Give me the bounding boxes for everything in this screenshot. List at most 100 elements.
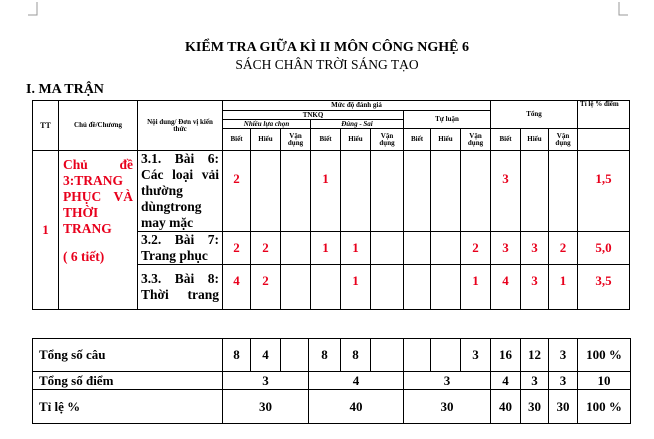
summary-cell: 12 <box>520 338 549 372</box>
summary-row: Tổng số điểm 3 4 3 4 3 3 10 <box>32 371 631 390</box>
count-cell: 1 <box>547 264 579 310</box>
summary-cell <box>403 338 431 372</box>
count-cell <box>520 150 549 232</box>
count-cell <box>370 231 404 265</box>
count-cell: 2 <box>547 231 579 265</box>
count-cell: 1 <box>310 150 341 232</box>
summary-label: Tổng số điểm <box>32 371 223 390</box>
summary-table: Tổng số câu 8 4 8 8 3 16 12 3 100 % Tổng số điểm 3… <box>32 338 631 424</box>
table-row: 3.2. Bài 7: Trang phục 2 2 1 1 2 3 3 2 5,0 <box>33 231 631 265</box>
summary-cell: 8 <box>340 338 371 372</box>
count-cell <box>547 150 579 232</box>
count-cell <box>340 150 371 232</box>
summary-cell <box>280 338 309 372</box>
count-cell <box>430 231 461 265</box>
doc-subtitle: SÁCH CHÂN TRỜI SÁNG TẠO <box>235 57 419 72</box>
summary-cell: 4 <box>308 371 404 390</box>
summary-cell: 4 <box>490 371 521 390</box>
count-cell <box>370 150 404 232</box>
count-cell <box>430 150 461 232</box>
header-tt: TT <box>32 100 59 151</box>
summary-cell: 3 <box>548 371 578 390</box>
count-cell <box>310 264 341 310</box>
row-number: 1 <box>32 150 59 310</box>
header-know: Biết <box>403 128 431 151</box>
matrix-table: TT Chủ đề/Chương Nội dung/ Đơn vị kiến t… <box>32 100 631 310</box>
summary-label: Tỉ lệ % <box>32 389 223 424</box>
summary-cell: 30 <box>403 389 491 424</box>
summary-cell: 40 <box>308 389 404 424</box>
count-cell: 1 <box>340 264 371 310</box>
header-level: Mức độ đánh giá <box>222 100 491 111</box>
header-understand: Hiểu <box>250 128 281 151</box>
header-apply: Vận dụng <box>370 128 404 151</box>
header-understand: Hiểu <box>430 128 461 151</box>
header-ratio-blank <box>577 128 631 151</box>
summary-cell: 3 <box>520 371 549 390</box>
header-mc: Nhiều lựa chọn <box>222 119 311 129</box>
count-cell: 1 <box>310 231 341 265</box>
table-row: 3.3. Bài 8: Thời trang 4 2 1 1 4 3 1 3,5 <box>33 264 631 310</box>
count-cell <box>280 150 311 232</box>
header-understand: Hiểu <box>340 128 371 151</box>
summary-cell: 16 <box>490 338 521 372</box>
header-topic: Chủ đề/Chương <box>58 100 138 151</box>
page-corner-mark <box>618 2 628 16</box>
ratio-cell: 1,5 <box>577 150 631 232</box>
header-know: Biết <box>490 128 521 151</box>
summary-cell: 3 <box>548 338 578 372</box>
topic-cell: Chủ đề 3:TRANG PHỤC VÀ THỜI TRANG ( 6 tiế… <box>58 150 138 310</box>
header-total: Tổng <box>489 100 579 129</box>
header-know: Biết <box>222 128 251 151</box>
header-tl: Tự luận <box>403 110 491 129</box>
header-tnkq: TNKQ <box>222 110 404 120</box>
summary-cell: 100 % <box>577 338 631 372</box>
table-row: 1 Chủ đề 3:TRANG PHỤC VÀ THỜI TRANG( 6 ti… <box>32 150 631 310</box>
count-cell <box>250 150 281 232</box>
summary-cell: 4 <box>250 338 281 372</box>
count-cell: 3 <box>490 231 521 265</box>
summary-cell: 3 <box>460 338 491 372</box>
header-ds: Đúng - Sai <box>310 119 404 129</box>
summary-cell: 30 <box>222 389 309 424</box>
summary-cell <box>370 338 404 372</box>
count-cell: 1 <box>340 231 371 265</box>
doc-title: KIỂM TRA GIỮA KÌ II MÔN CÔNG NGHỆ 6 <box>185 40 469 55</box>
summary-label: Tổng số câu <box>32 338 223 372</box>
ratio-cell: 5,0 <box>577 231 631 265</box>
count-cell: 1 <box>460 264 491 310</box>
header-apply: Vận dụng <box>460 128 491 151</box>
summary-row: Tỉ lệ % 30 40 30 40 30 30 100 % <box>32 389 631 424</box>
header-content: Nội dung/ Đơn vị kiến thức <box>137 100 223 151</box>
summary-cell: 8 <box>308 338 341 372</box>
count-cell: 2 <box>250 231 281 265</box>
count-cell: 2 <box>222 150 251 232</box>
count-cell: 2 <box>250 264 281 310</box>
summary-cell <box>430 338 461 372</box>
count-cell <box>403 231 431 265</box>
summary-cell: 30 <box>520 389 549 424</box>
count-cell <box>370 264 404 310</box>
count-cell <box>403 264 431 310</box>
header-apply: Vận dụng <box>280 128 311 151</box>
content-cell: 3.1. Bài 6: Các loại vải thường dùngtron… <box>137 150 223 232</box>
count-cell <box>430 264 461 310</box>
summary-cell: 8 <box>222 338 251 372</box>
summary-cell: 40 <box>490 389 521 424</box>
summary-cell: 100 % <box>577 389 631 424</box>
header-ratio: Tỉ lệ % điểm <box>577 100 631 129</box>
count-cell: 3 <box>520 264 549 310</box>
ratio-cell: 3,5 <box>577 264 631 310</box>
topic-hours: ( 6 tiết) <box>63 249 105 264</box>
header-apply: Vận dụng <box>547 128 579 151</box>
summary-row: Tổng số câu 8 4 8 8 3 16 12 3 100 % <box>32 338 631 372</box>
content-cell: 3.3. Bài 8: Thời trang <box>137 264 223 310</box>
topic-name: Chủ đề 3:TRANG PHỤC VÀ THỜI TRANG <box>63 157 133 236</box>
count-cell: 3 <box>520 231 549 265</box>
summary-cell: 10 <box>577 371 631 390</box>
count-cell: 2 <box>222 231 251 265</box>
summary-cell: 30 <box>548 389 578 424</box>
count-cell <box>280 264 311 310</box>
header-understand: Hiểu <box>520 128 549 151</box>
count-cell: 2 <box>460 231 491 265</box>
